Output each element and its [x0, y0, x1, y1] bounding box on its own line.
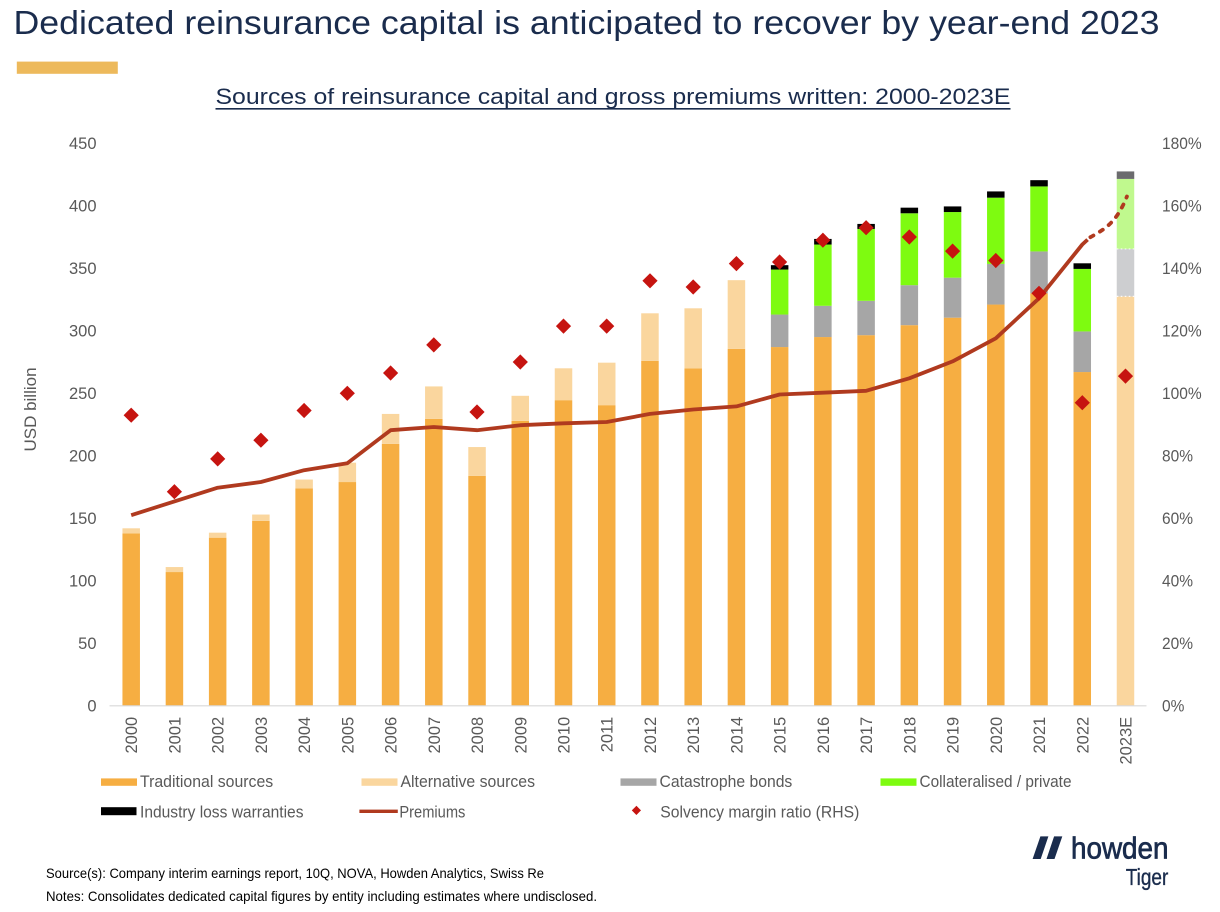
svg-text:2023E: 2023E — [1118, 717, 1136, 765]
svg-text:Sources of reinsurance capital: Sources of reinsurance capital and gross… — [216, 84, 1011, 109]
svg-text:160%: 160% — [1162, 198, 1202, 216]
svg-text:2009: 2009 — [512, 717, 530, 754]
svg-text:Alternative sources: Alternative sources — [401, 773, 536, 791]
svg-text:2004: 2004 — [296, 717, 314, 754]
svg-text:180%: 180% — [1162, 135, 1202, 153]
svg-text:Industry loss warranties: Industry loss warranties — [140, 803, 304, 821]
svg-text:350: 350 — [69, 260, 97, 278]
svg-text:Premiums: Premiums — [399, 803, 465, 821]
svg-text:100: 100 — [69, 573, 97, 591]
svg-text:2014: 2014 — [728, 717, 746, 754]
svg-text:2020: 2020 — [988, 717, 1006, 754]
svg-text:250: 250 — [69, 385, 97, 403]
svg-text:120%: 120% — [1162, 323, 1202, 341]
svg-text:80%: 80% — [1162, 448, 1193, 466]
svg-text:60%: 60% — [1162, 510, 1193, 528]
svg-text:20%: 20% — [1162, 635, 1193, 653]
svg-text:2017: 2017 — [858, 717, 876, 754]
svg-text:USD billion: USD billion — [21, 367, 40, 451]
svg-text:2018: 2018 — [901, 717, 919, 754]
svg-text:40%: 40% — [1162, 573, 1193, 591]
svg-text:2015: 2015 — [772, 717, 790, 754]
svg-text:2016: 2016 — [815, 717, 833, 754]
svg-text:Catastrophe bonds: Catastrophe bonds — [660, 773, 793, 791]
svg-text:Notes: Consolidates dedicated: Notes: Consolidates dedicated capital fi… — [46, 888, 597, 904]
svg-text:140%: 140% — [1162, 260, 1202, 278]
svg-text:150: 150 — [69, 510, 97, 528]
svg-text:2010: 2010 — [556, 717, 574, 754]
svg-text:0: 0 — [87, 698, 96, 716]
svg-text:50: 50 — [78, 635, 96, 653]
svg-text:2007: 2007 — [426, 717, 444, 754]
svg-text:Tiger: Tiger — [1126, 864, 1169, 890]
svg-text:Source(s): Company interim ear: Source(s): Company interim earnings repo… — [46, 865, 544, 881]
svg-text:0%: 0% — [1162, 698, 1185, 716]
svg-text:2021: 2021 — [1031, 717, 1049, 754]
svg-text:Dedicated reinsurance capital: Dedicated reinsurance capital is anticip… — [14, 4, 1160, 41]
svg-text:Solvency margin ratio (RHS): Solvency margin ratio (RHS) — [660, 803, 859, 821]
svg-text:2006: 2006 — [383, 717, 401, 754]
svg-text:450: 450 — [69, 135, 97, 153]
svg-text:2013: 2013 — [685, 717, 703, 754]
svg-text:2000: 2000 — [123, 717, 141, 754]
svg-text:2005: 2005 — [339, 717, 357, 754]
svg-text:2019: 2019 — [945, 717, 963, 754]
svg-text:2003: 2003 — [253, 717, 271, 754]
svg-text:2008: 2008 — [469, 717, 487, 754]
svg-text:2022: 2022 — [1074, 717, 1092, 754]
svg-text:300: 300 — [69, 323, 97, 341]
svg-text:2002: 2002 — [210, 717, 228, 754]
svg-text:2012: 2012 — [642, 717, 660, 754]
svg-text:2001: 2001 — [166, 717, 184, 754]
svg-text:2011: 2011 — [599, 717, 617, 752]
svg-text:howden: howden — [1071, 831, 1169, 866]
svg-text:Collateralised / private: Collateralised / private — [920, 773, 1072, 791]
svg-text:400: 400 — [69, 198, 97, 216]
svg-text:100%: 100% — [1162, 385, 1202, 403]
svg-text:200: 200 — [69, 448, 97, 466]
svg-text:Traditional sources: Traditional sources — [140, 773, 273, 791]
